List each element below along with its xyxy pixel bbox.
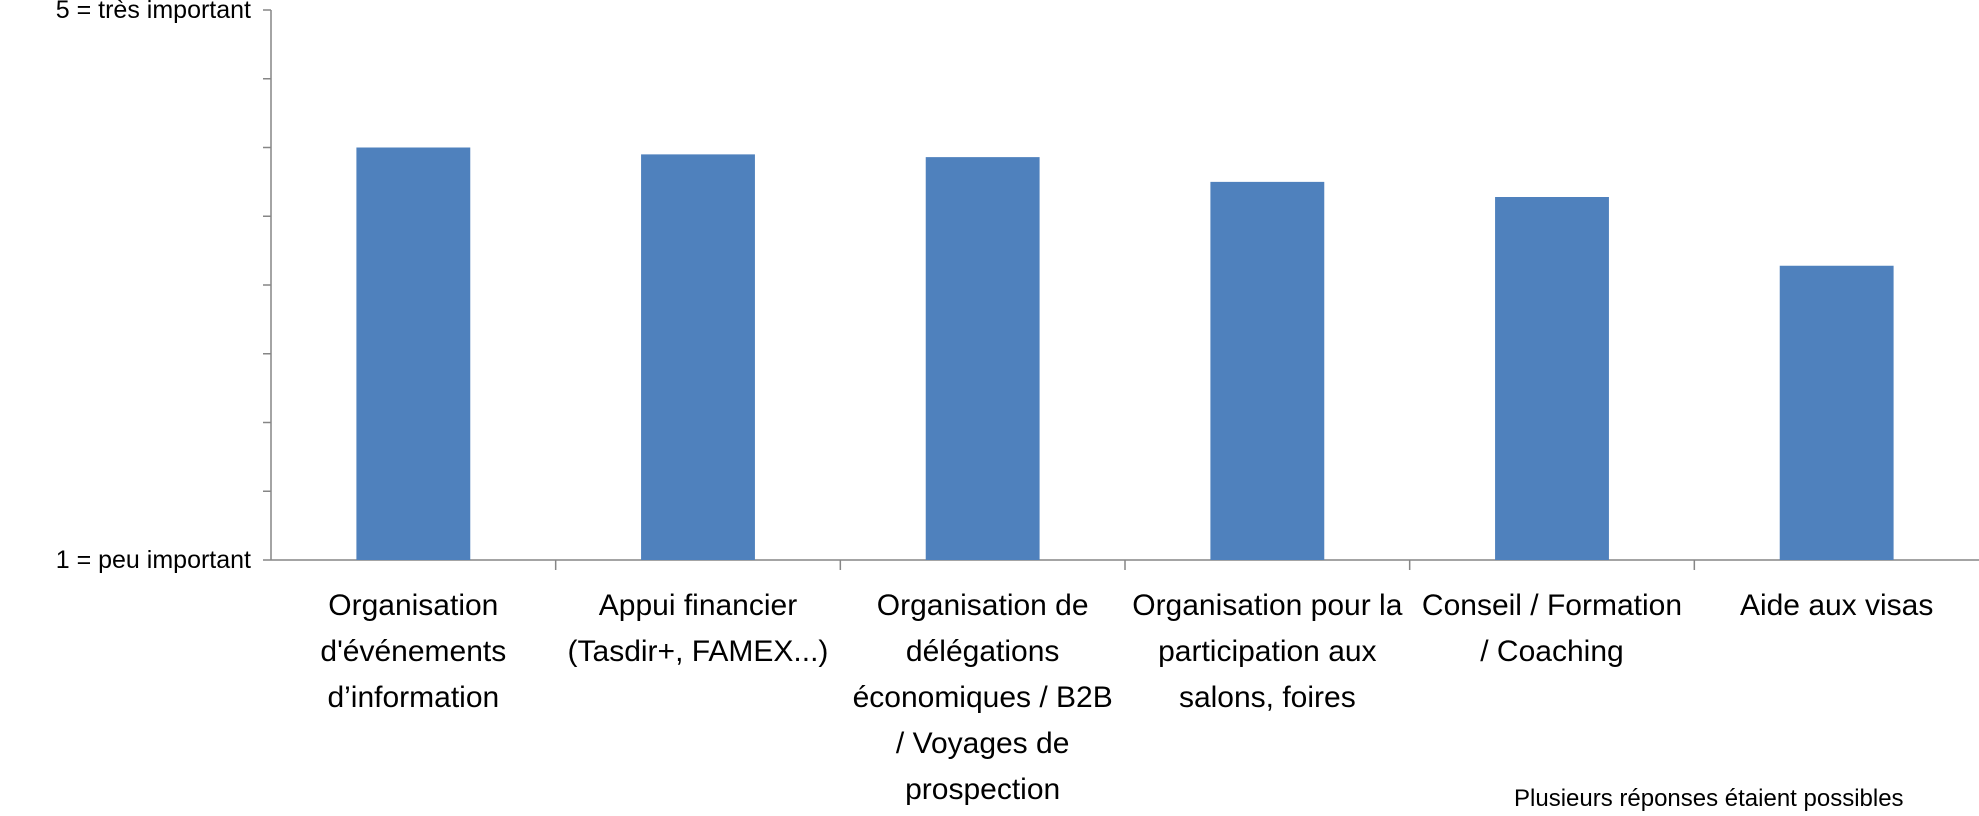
bar xyxy=(925,157,1040,560)
annotation: Plusieurs réponses étaient possibles xyxy=(1514,785,1904,812)
bar xyxy=(641,154,755,560)
x-tick-label: Organisation pour la participation aux s… xyxy=(1132,589,1403,714)
y-tick-label: 5 = très important xyxy=(55,0,251,24)
bar xyxy=(1495,197,1609,560)
bar xyxy=(1210,181,1325,560)
x-tick-label: Appui financier (Tasdir+, FAMEX...) xyxy=(567,589,829,668)
bar xyxy=(356,147,471,560)
x-tick-label: Organisation de délégations économiques … xyxy=(852,589,1113,806)
bar xyxy=(1779,265,1894,560)
y-tick-label: 1 = peu important xyxy=(55,546,251,574)
x-tick-label: Organisation d'événements d’information xyxy=(320,589,507,714)
x-tick-label: Aide aux visas xyxy=(1739,589,1934,622)
x-tick-label: Conseil / Formation / Coaching xyxy=(1421,589,1683,668)
